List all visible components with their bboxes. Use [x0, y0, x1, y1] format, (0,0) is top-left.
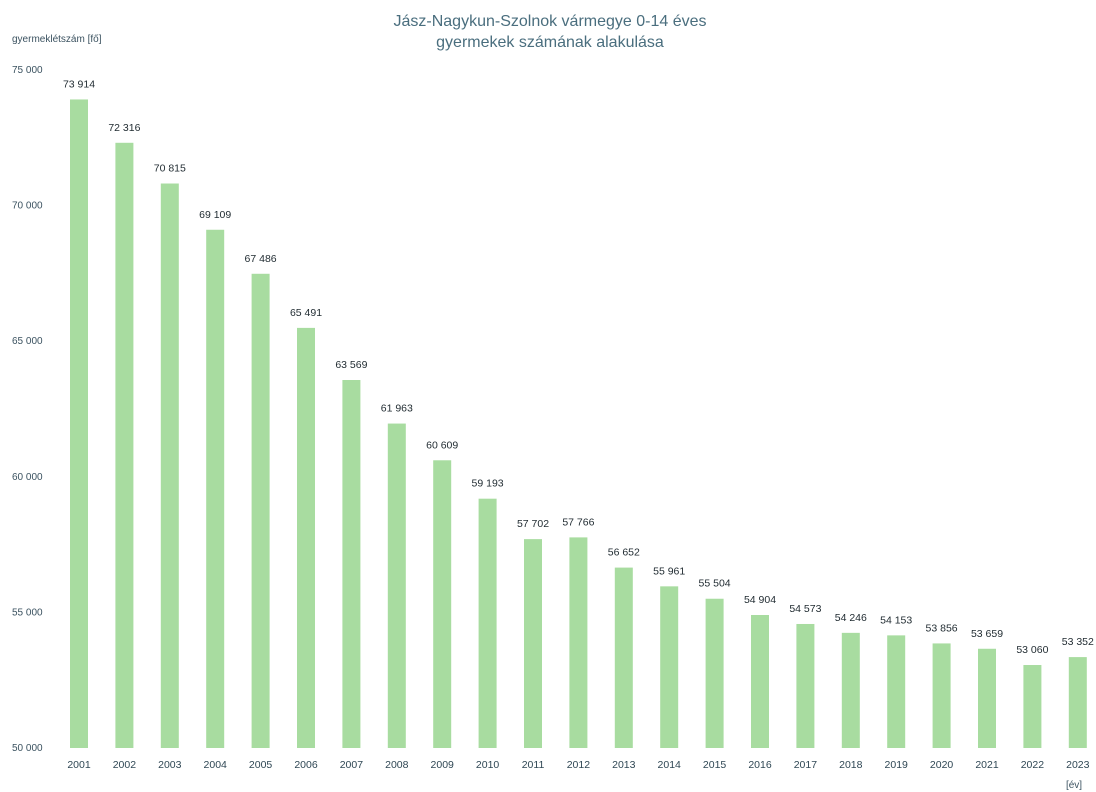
bar [796, 624, 814, 748]
y-axis-ticks: 50 000 55 000 60 000 65 000 70 000 75 000 [12, 65, 43, 754]
x-tick-label: 2010 [476, 759, 500, 771]
x-tick-label: 2007 [340, 759, 364, 771]
y-tick-label: 55 000 [12, 607, 43, 618]
bar [933, 643, 951, 748]
x-tick-label: 2017 [794, 759, 818, 771]
data-label: 72 316 [108, 122, 140, 134]
bar [252, 274, 270, 748]
bar [388, 424, 406, 748]
data-label: 61 963 [381, 403, 413, 415]
data-label: 53 060 [1016, 644, 1048, 656]
bar [70, 99, 88, 748]
data-label: 67 486 [245, 253, 277, 265]
x-tick-label: 2003 [158, 759, 182, 771]
data-label: 54 573 [789, 603, 821, 615]
x-tick-label: 2008 [385, 759, 409, 771]
x-axis-unit-label: [év] [1066, 780, 1082, 791]
bar [1023, 665, 1041, 748]
x-tick-label: 2023 [1066, 759, 1090, 771]
x-tick-label: 2009 [431, 759, 455, 771]
bar [1069, 657, 1087, 748]
x-tick-label: 2006 [294, 759, 318, 771]
data-label: 54 246 [835, 612, 867, 624]
x-tick-label: 2002 [113, 759, 137, 771]
bar [569, 537, 587, 748]
x-tick-label: 2001 [67, 759, 91, 771]
x-tick-label: 2004 [204, 759, 228, 771]
chart-title-line-1: Jász-Nagykun-Szolnok vármegye 0-14 éves [393, 13, 706, 30]
data-label: 53 352 [1062, 636, 1094, 648]
x-tick-label: 2012 [567, 759, 591, 771]
x-tick-label: 2005 [249, 759, 273, 771]
bar [115, 143, 133, 748]
x-tick-label: 2014 [658, 759, 682, 771]
data-label: 63 569 [335, 359, 367, 371]
bar [887, 635, 905, 748]
chart-title-line-2: gyermekek számának alakulása [436, 34, 664, 51]
bar [751, 615, 769, 748]
y-tick-label: 50 000 [12, 743, 43, 754]
data-label: 69 109 [199, 209, 231, 221]
data-label: 65 491 [290, 307, 322, 319]
bar [342, 380, 360, 748]
bar [706, 599, 724, 748]
bar [660, 586, 678, 748]
data-label: 54 904 [744, 594, 776, 606]
bar [524, 539, 542, 748]
data-label: 60 609 [426, 439, 458, 451]
bar [978, 649, 996, 748]
data-label: 59 193 [472, 478, 504, 490]
bar [479, 499, 497, 748]
x-tick-label: 2013 [612, 759, 636, 771]
x-tick-label: 2022 [1021, 759, 1045, 771]
x-tick-label: 2018 [839, 759, 863, 771]
bar [433, 460, 451, 748]
x-tick-label: 2015 [703, 759, 727, 771]
x-tick-label: 2019 [885, 759, 909, 771]
bar [842, 633, 860, 748]
x-tick-label: 2020 [930, 759, 954, 771]
x-tick-label: 2011 [522, 759, 545, 771]
data-label: 53 659 [971, 628, 1003, 640]
data-label: 73 914 [63, 78, 95, 90]
data-label: 70 815 [154, 162, 186, 174]
y-axis-label: gyermeklétszám [fő] [12, 34, 102, 45]
y-tick-label: 65 000 [12, 336, 43, 347]
x-axis-ticks: 2001 2002 2003 2004 2005 2006 2007 2008 2009 2010… [67, 759, 1089, 771]
bar [161, 183, 179, 748]
x-tick-label: 2021 [975, 759, 999, 771]
bar [615, 568, 633, 748]
bar [206, 230, 224, 748]
y-tick-label: 70 000 [12, 201, 43, 212]
bar [297, 328, 315, 748]
bar-series [70, 99, 1087, 748]
data-label: 57 766 [562, 516, 594, 528]
data-label: 54 153 [880, 614, 912, 626]
data-label: 55 504 [699, 578, 731, 590]
y-tick-label: 75 000 [12, 65, 43, 76]
x-tick-label: 2016 [748, 759, 772, 771]
y-tick-label: 60 000 [12, 472, 43, 483]
data-label: 56 652 [608, 547, 640, 559]
data-label: 57 702 [517, 518, 549, 530]
data-label: 55 961 [653, 565, 685, 577]
data-label: 53 856 [926, 622, 958, 634]
